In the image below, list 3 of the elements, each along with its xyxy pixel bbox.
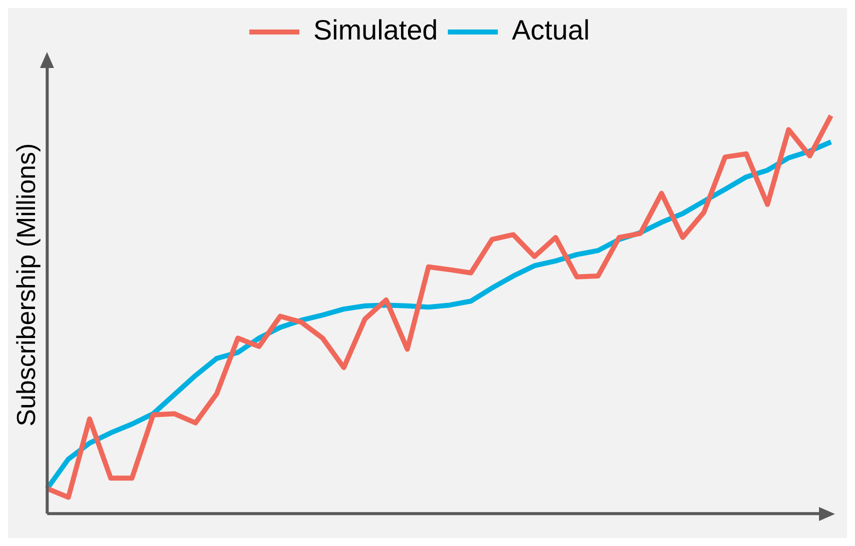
y-axis-title: Subscribership (Millions): [10, 143, 41, 426]
legend-label: Actual: [512, 14, 590, 46]
legend-label: Simulated: [313, 14, 438, 46]
